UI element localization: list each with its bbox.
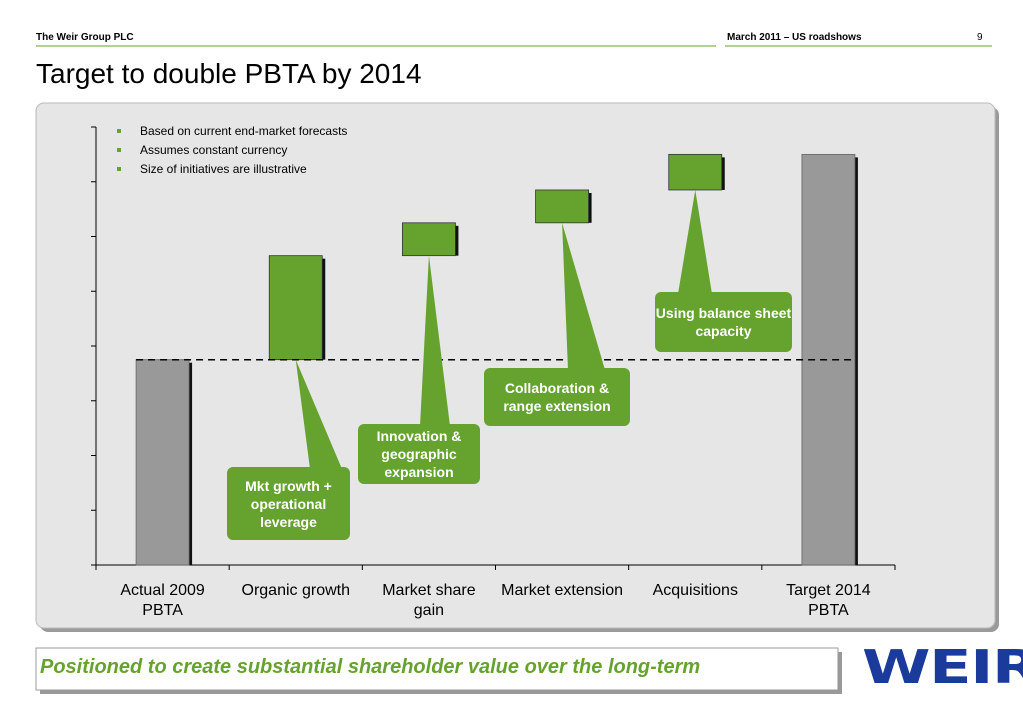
callout: Collaboration & range extension [484, 368, 630, 426]
bullet [117, 167, 121, 171]
slide-title: Target to double PBTA by 2014 [36, 58, 422, 89]
footer-box [35, 647, 839, 691]
step-bar [535, 189, 589, 224]
tagline: Positioned to create substantial shareho… [40, 656, 701, 678]
x-tick-label: Market extension [501, 582, 623, 599]
event: March 2011 – US roadshows [727, 32, 862, 43]
x-tick-label: Organic growth [241, 582, 351, 599]
note: Size of initiatives are illustrative [140, 162, 307, 176]
bullet [117, 148, 121, 152]
company: The Weir Group PLC [36, 32, 134, 43]
note: Based on current end-market forecasts [140, 124, 348, 138]
callout-pointer [678, 189, 712, 294]
step-bar [668, 153, 723, 191]
step-bar [268, 255, 323, 361]
x-tick-label: Acquisitions [652, 582, 738, 599]
x-tick-label: Market share gain [382, 582, 476, 619]
callout: Mkt growth + operational leverage [227, 467, 350, 540]
callout-pointer [562, 222, 605, 370]
x-tick-label: Actual 2009 PBTA [120, 582, 205, 619]
note: Assumes constant currency [140, 143, 288, 157]
callout: Innovation & geographic expansion [358, 424, 480, 484]
bullet [117, 129, 121, 133]
logo: WEIR [862, 640, 1023, 694]
step-bar [402, 222, 456, 257]
callout: Using balance sheet capacity [655, 292, 792, 352]
callout-pointer [295, 359, 342, 469]
x-tick-label: Target 2014 PBTA [786, 582, 871, 619]
page-number: 9 [977, 32, 983, 43]
callout-pointer [420, 255, 450, 426]
total-bar [135, 359, 190, 566]
